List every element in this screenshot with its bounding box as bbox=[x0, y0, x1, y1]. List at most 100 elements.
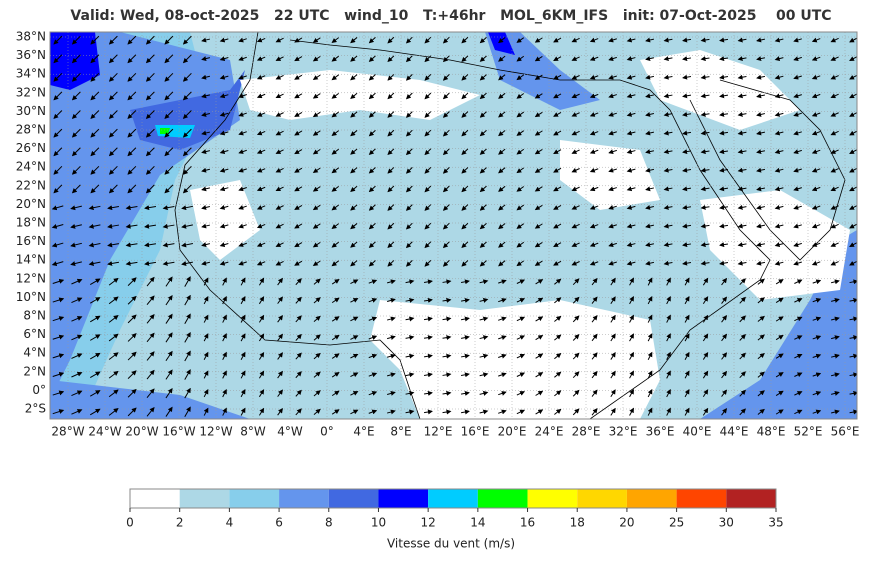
wind-arrow bbox=[461, 222, 469, 230]
wind-arrow bbox=[442, 335, 452, 341]
wind-arrow bbox=[571, 37, 580, 43]
wind-arrow bbox=[222, 388, 227, 398]
wind-arrow bbox=[610, 389, 616, 398]
wind-arrow bbox=[737, 186, 747, 192]
wind-arrow bbox=[794, 409, 803, 415]
wind-arrow bbox=[626, 186, 636, 192]
wind-arrow bbox=[203, 351, 209, 360]
wind-arrow bbox=[387, 409, 396, 415]
wind-arrow bbox=[700, 56, 710, 62]
wind-arrow bbox=[831, 297, 840, 303]
wind-arrow bbox=[571, 149, 580, 154]
wind-arrow bbox=[219, 74, 229, 80]
wind-arrow bbox=[294, 167, 303, 173]
wind-arrow bbox=[256, 260, 266, 266]
wind-arrow bbox=[774, 111, 784, 117]
wind-arrow bbox=[424, 111, 432, 118]
wind-arrow bbox=[350, 223, 358, 230]
wind-arrow bbox=[201, 130, 211, 136]
wind-arrow bbox=[350, 391, 359, 396]
colorbar-tick-label: 20 bbox=[619, 516, 634, 530]
wind-arrow bbox=[145, 54, 155, 64]
wind-arrow bbox=[739, 352, 746, 360]
wind-arrow bbox=[589, 93, 599, 99]
wind-arrow bbox=[368, 129, 376, 137]
wind-arrow bbox=[164, 184, 174, 194]
wind-arrow bbox=[721, 277, 728, 286]
wind-arrow bbox=[127, 184, 137, 194]
wind-arrow bbox=[812, 353, 822, 359]
wind-arrow bbox=[387, 148, 395, 156]
wind-arrow bbox=[238, 260, 247, 266]
wind-arrow bbox=[830, 37, 839, 43]
wind-arrow bbox=[405, 390, 415, 396]
wind-arrow bbox=[219, 37, 229, 43]
wind-arrow bbox=[626, 204, 636, 210]
wind-arrow bbox=[830, 74, 839, 80]
wind-arrow bbox=[626, 260, 636, 266]
wind-arrow bbox=[775, 409, 784, 415]
wind-arrow bbox=[719, 111, 729, 117]
wind-arrow bbox=[277, 370, 283, 379]
wind-arrow bbox=[629, 389, 634, 398]
wind-arrow bbox=[201, 223, 211, 229]
wind-arrow bbox=[682, 223, 692, 229]
wind-arrow bbox=[663, 149, 673, 155]
wind-arrow bbox=[794, 298, 803, 303]
wind-arrow bbox=[849, 205, 857, 210]
wind-arrow bbox=[757, 315, 765, 322]
wind-arrow bbox=[682, 167, 692, 173]
wind-arrow bbox=[51, 261, 64, 267]
colorbar-bin bbox=[626, 489, 677, 508]
wind-arrow bbox=[350, 167, 358, 174]
wind-arrow bbox=[164, 91, 174, 101]
wind-arrow bbox=[498, 204, 506, 211]
wind-arrow bbox=[774, 167, 784, 173]
wind-arrow bbox=[387, 372, 396, 378]
wind-arrow bbox=[219, 167, 229, 173]
wind-arrow bbox=[423, 390, 433, 396]
wind-arrow bbox=[831, 390, 840, 396]
wind-arrow bbox=[331, 316, 340, 322]
lat-label: 26°N bbox=[16, 141, 46, 155]
wind-arrow bbox=[739, 371, 746, 379]
wind-arrow bbox=[387, 260, 395, 267]
wind-arrow bbox=[368, 316, 378, 322]
wind-arrow bbox=[423, 335, 433, 341]
wind-arrow bbox=[71, 316, 83, 322]
wind-arrow bbox=[811, 112, 821, 117]
wind-arrow bbox=[238, 112, 247, 117]
wind-arrow bbox=[238, 130, 247, 136]
wind-arrow bbox=[756, 260, 766, 266]
wind-arrow bbox=[256, 74, 266, 80]
wind-arrow bbox=[275, 260, 284, 266]
wind-arrow bbox=[684, 296, 690, 305]
wind-arrow bbox=[739, 333, 746, 341]
wind-arrow bbox=[794, 316, 803, 322]
wind-arrow bbox=[682, 204, 692, 210]
lat-label: 16°N bbox=[16, 234, 46, 248]
wind-arrow bbox=[424, 148, 432, 156]
wind-arrow bbox=[238, 93, 247, 99]
wind-arrow bbox=[108, 35, 118, 45]
wind-arrow bbox=[626, 56, 636, 62]
lon-label: 12°W bbox=[199, 425, 232, 439]
calm-area bbox=[240, 70, 480, 120]
wind-arrow bbox=[53, 184, 63, 194]
wind-arrow bbox=[516, 37, 525, 43]
wind-arrow bbox=[647, 407, 653, 416]
wind-arrow bbox=[645, 260, 655, 266]
wind-arrow bbox=[312, 111, 321, 118]
wind-arrow bbox=[553, 74, 562, 80]
wind-arrow bbox=[127, 295, 137, 305]
wind-arrow bbox=[793, 242, 802, 247]
wind-arrow bbox=[238, 186, 247, 192]
wind-arrow bbox=[182, 147, 192, 157]
wind-arrow bbox=[608, 56, 617, 61]
wind-arrow bbox=[663, 223, 673, 229]
wind-arrow bbox=[739, 389, 746, 397]
wind-arrow bbox=[127, 128, 137, 138]
wind-arrow bbox=[812, 409, 822, 415]
wind-arrow bbox=[145, 147, 155, 157]
wind-arrow bbox=[52, 316, 65, 322]
